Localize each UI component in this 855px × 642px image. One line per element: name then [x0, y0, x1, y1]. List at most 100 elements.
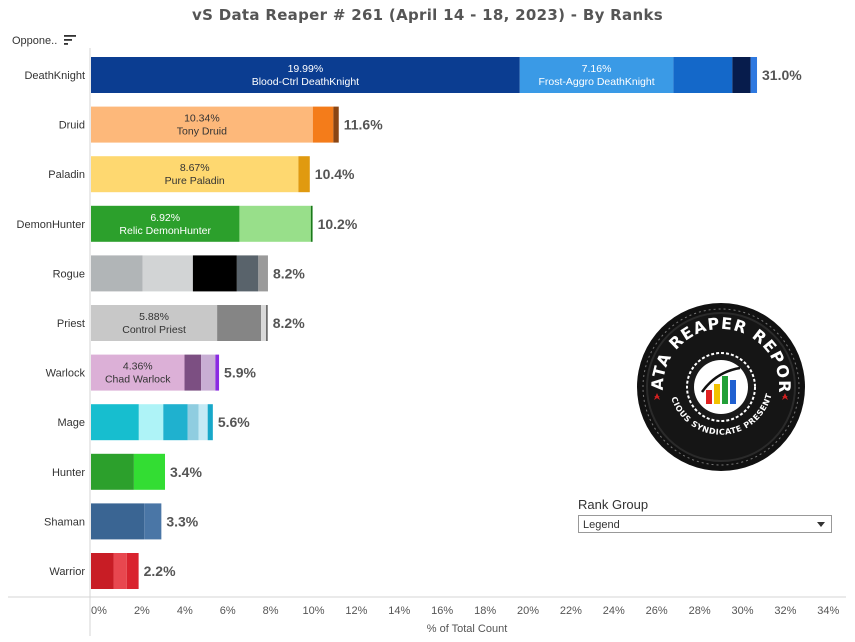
segment-value-label: 8.67% — [180, 162, 210, 174]
bar-segment[interactable] — [91, 57, 520, 93]
sort-control[interactable]: Oppone.. — [12, 35, 77, 47]
x-axis-ticks: 0% 2% 4% 6% 8% 10% 12% 14% 16% 18% 20% 22% 24% 26% 28%… — [91, 605, 839, 617]
x-tick-label: 10% — [302, 605, 324, 617]
bar-segment[interactable] — [91, 255, 143, 292]
bar-segment[interactable] — [732, 57, 751, 93]
category-label: Druid — [59, 120, 85, 132]
total-labels: 31.0% 11.6% 10.4% 10.2% 8.2% 8.2% 5.9% 5.6% 3.4%… — [144, 67, 803, 579]
bar-segment[interactable] — [133, 453, 166, 490]
total-value-label: 5.9% — [224, 365, 256, 381]
bar-segment[interactable] — [519, 57, 674, 93]
x-tick-label: 24% — [603, 605, 625, 617]
bar-segment[interactable] — [258, 255, 268, 292]
category-label: Mage — [57, 417, 85, 429]
rank-group-dropdown[interactable]: Legend — [578, 515, 832, 533]
segment-name-label: Control Priest — [122, 324, 186, 336]
segment-name-label: Frost-Aggro DeathKnight — [538, 76, 654, 88]
bar-segment[interactable] — [192, 255, 237, 292]
bar-segment[interactable] — [91, 106, 313, 143]
x-tick-label: 22% — [560, 605, 582, 617]
bar-segment[interactable] — [198, 404, 208, 441]
category-label: DeathKnight — [24, 70, 85, 82]
x-tick-label: 2% — [134, 605, 150, 617]
category-label: Priest — [57, 318, 85, 330]
rank-group-filter: Rank Group Legend — [578, 497, 834, 533]
bar-segment[interactable] — [91, 205, 240, 242]
segment-value-label: 10.34% — [184, 113, 220, 125]
bar-segment[interactable] — [298, 156, 310, 193]
x-tick-label: 18% — [474, 605, 496, 617]
bar-segment[interactable] — [138, 404, 164, 441]
bar-segment[interactable] — [91, 305, 218, 341]
category-label: Hunter — [52, 467, 85, 479]
x-axis-label: % of Total Count — [427, 623, 508, 635]
chart-title: vS Data Reaper # 261 (April 14 - 18, 202… — [192, 6, 663, 24]
segment-name-label: Blood-Ctrl DeathKnight — [252, 76, 359, 88]
bar-segment[interactable] — [312, 106, 334, 143]
category-label: DemonHunter — [17, 219, 86, 231]
x-tick-label: 26% — [646, 605, 668, 617]
sort-label: Oppone.. — [12, 35, 58, 47]
bar-segment[interactable] — [184, 354, 202, 391]
x-tick-label: 16% — [431, 605, 453, 617]
bar-segment[interactable] — [163, 404, 188, 441]
total-value-label: 31.0% — [762, 67, 802, 83]
x-tick-label: 34% — [817, 605, 839, 617]
bar-segment[interactable] — [217, 305, 262, 341]
bar-segment[interactable] — [673, 57, 733, 93]
x-tick-label: 4% — [177, 605, 193, 617]
bar-segment[interactable] — [91, 503, 145, 540]
segment-name-label: Tony Druid — [177, 126, 227, 138]
category-label: Warrior — [49, 566, 85, 578]
segment-value-label: 4.36% — [123, 361, 153, 373]
total-value-label: 5.6% — [218, 414, 250, 430]
bar-segment[interactable] — [207, 404, 213, 441]
sort-icon[interactable] — [64, 35, 77, 45]
rank-group-title: Rank Group — [578, 497, 649, 512]
bars-group — [91, 57, 758, 589]
segment-value-label: 6.92% — [150, 212, 180, 224]
bar-segment[interactable] — [142, 255, 193, 292]
x-tick-label: 28% — [689, 605, 711, 617]
bar-segment[interactable] — [91, 354, 185, 391]
bar-segment[interactable] — [750, 57, 758, 93]
category-label: Warlock — [46, 368, 86, 380]
bar-segment[interactable] — [91, 404, 139, 441]
total-value-label: 3.3% — [166, 513, 198, 529]
bar-segment[interactable] — [266, 305, 268, 341]
segment-name-label: Relic DemonHunter — [119, 225, 211, 237]
bar-segment[interactable] — [187, 404, 199, 441]
bar-segment[interactable] — [239, 205, 311, 242]
bar-segment[interactable] — [333, 106, 339, 143]
bar-segment[interactable] — [113, 553, 127, 589]
bar-segment[interactable] — [261, 305, 267, 341]
bar-segment[interactable] — [236, 255, 259, 292]
x-tick-label: 6% — [220, 605, 236, 617]
data-reaper-logo: DATA REAPER REPORT VICIOUS SYNDICATE PRE… — [636, 302, 805, 471]
bar-segment[interactable] — [126, 553, 139, 589]
segment-name-label: Pure Paladin — [165, 175, 225, 187]
chevron-down-icon[interactable] — [817, 522, 825, 527]
bar-segment[interactable] — [91, 156, 299, 193]
bar-segment[interactable] — [144, 503, 162, 540]
x-tick-label: 20% — [517, 605, 539, 617]
category-label: Rogue — [53, 268, 85, 280]
x-tick-label: 0% — [91, 605, 107, 617]
bar-segment[interactable] — [91, 453, 134, 490]
rank-group-selected: Legend — [583, 519, 620, 531]
x-tick-label: 8% — [263, 605, 279, 617]
total-value-label: 8.2% — [273, 315, 305, 331]
total-value-label: 8.2% — [273, 265, 305, 281]
bar-segment[interactable] — [215, 354, 220, 391]
total-value-label: 10.2% — [318, 216, 358, 232]
segment-value-label: 5.88% — [139, 311, 169, 323]
bar-segment[interactable] — [201, 354, 216, 391]
segment-value-label: 7.16% — [582, 63, 612, 75]
x-tick-label: 14% — [388, 605, 410, 617]
x-tick-label: 30% — [731, 605, 753, 617]
bar-segment[interactable] — [91, 553, 114, 589]
category-label: Paladin — [48, 169, 85, 181]
total-value-label: 11.6% — [344, 117, 383, 133]
bar-segment[interactable] — [310, 205, 313, 242]
